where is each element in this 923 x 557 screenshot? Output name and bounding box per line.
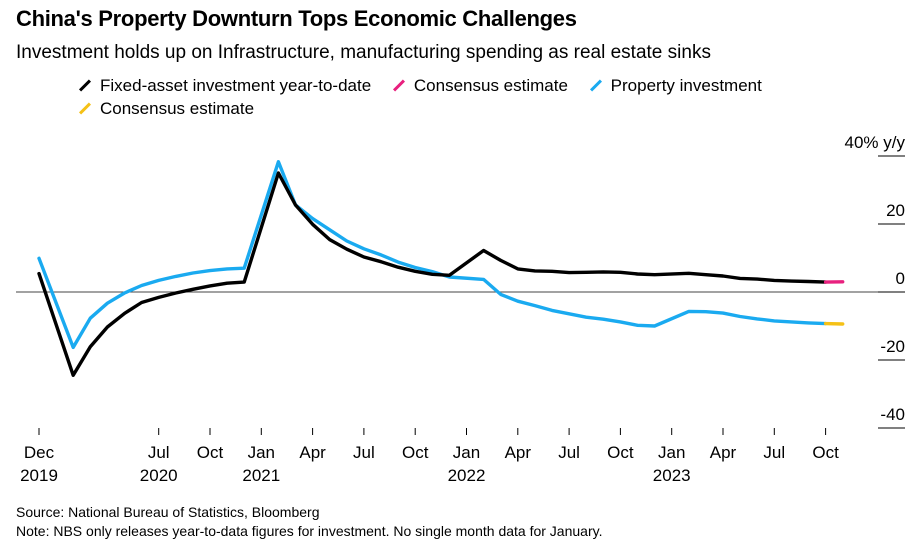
legend-label: Fixed-asset investment year-to-date	[100, 76, 372, 95]
chart-title: China's Property Downturn Tops Economic …	[16, 6, 577, 31]
y-tick-label: 40% y/y	[845, 133, 906, 152]
chart-grid	[16, 155, 905, 429]
source-note: Source: National Bureau of Statistics, B…	[16, 504, 320, 520]
x-tick-label: Apr	[299, 443, 326, 462]
x-tick-label: Jul	[353, 443, 375, 462]
x-tick-label: Dec	[24, 443, 55, 462]
x-tick-label: Oct	[402, 443, 429, 462]
x-tick-year-label: 2020	[140, 466, 178, 485]
y-tick-label: -20	[880, 337, 905, 356]
x-tick-label: Jul	[148, 443, 170, 462]
x-tick-label: Oct	[812, 443, 839, 462]
legend-item-property: Property investment	[587, 74, 762, 97]
series-line-2	[37, 160, 828, 350]
legend-item-consensus-fixed: Consensus estimate	[390, 74, 568, 97]
x-tick-label: Jan	[248, 443, 275, 462]
x-tick-label: Jul	[558, 443, 580, 462]
series-line-0	[37, 171, 828, 377]
footnote: Note: NBS only releases year-to-data fig…	[16, 523, 603, 539]
x-tick-year-label: 2019	[20, 466, 58, 485]
legend-item-consensus-property: Consensus estimate	[76, 97, 254, 120]
x-tick-label: Oct	[607, 443, 634, 462]
y-axis: 40% y/y 20 0 -20 -40	[845, 133, 906, 424]
x-tick-label: Jan	[658, 443, 685, 462]
x-tick-label: Apr	[710, 443, 737, 462]
x-tick-label: Jul	[763, 443, 785, 462]
x-axis: Dec 2019 Jul 2020 Oct Jan 2021 Apr Jul Oct Jan 2022…	[20, 428, 839, 485]
x-tick-year-label: 2022	[448, 466, 486, 485]
x-tick-label: Jan	[453, 443, 480, 462]
legend-label: Property investment	[610, 76, 762, 95]
chart-subtitle: Investment holds up on Infrastructure, m…	[16, 42, 711, 63]
y-tick-label: 0	[896, 269, 905, 288]
legend-label: Consensus estimate	[413, 76, 568, 95]
y-tick-label: 20	[886, 201, 905, 220]
chart-legend: Fixed-asset investment year-to-date Cons…	[76, 74, 836, 120]
y-tick-label: -40	[880, 405, 905, 424]
chart-lines	[37, 160, 845, 377]
x-tick-year-label: 2021	[242, 466, 280, 485]
x-tick-year-label: 2023	[653, 466, 691, 485]
x-tick-label: Oct	[197, 443, 224, 462]
legend-item-fixed-asset: Fixed-asset investment year-to-date	[76, 74, 371, 97]
x-tick-label: Apr	[505, 443, 532, 462]
legend-label: Consensus estimate	[100, 99, 255, 118]
